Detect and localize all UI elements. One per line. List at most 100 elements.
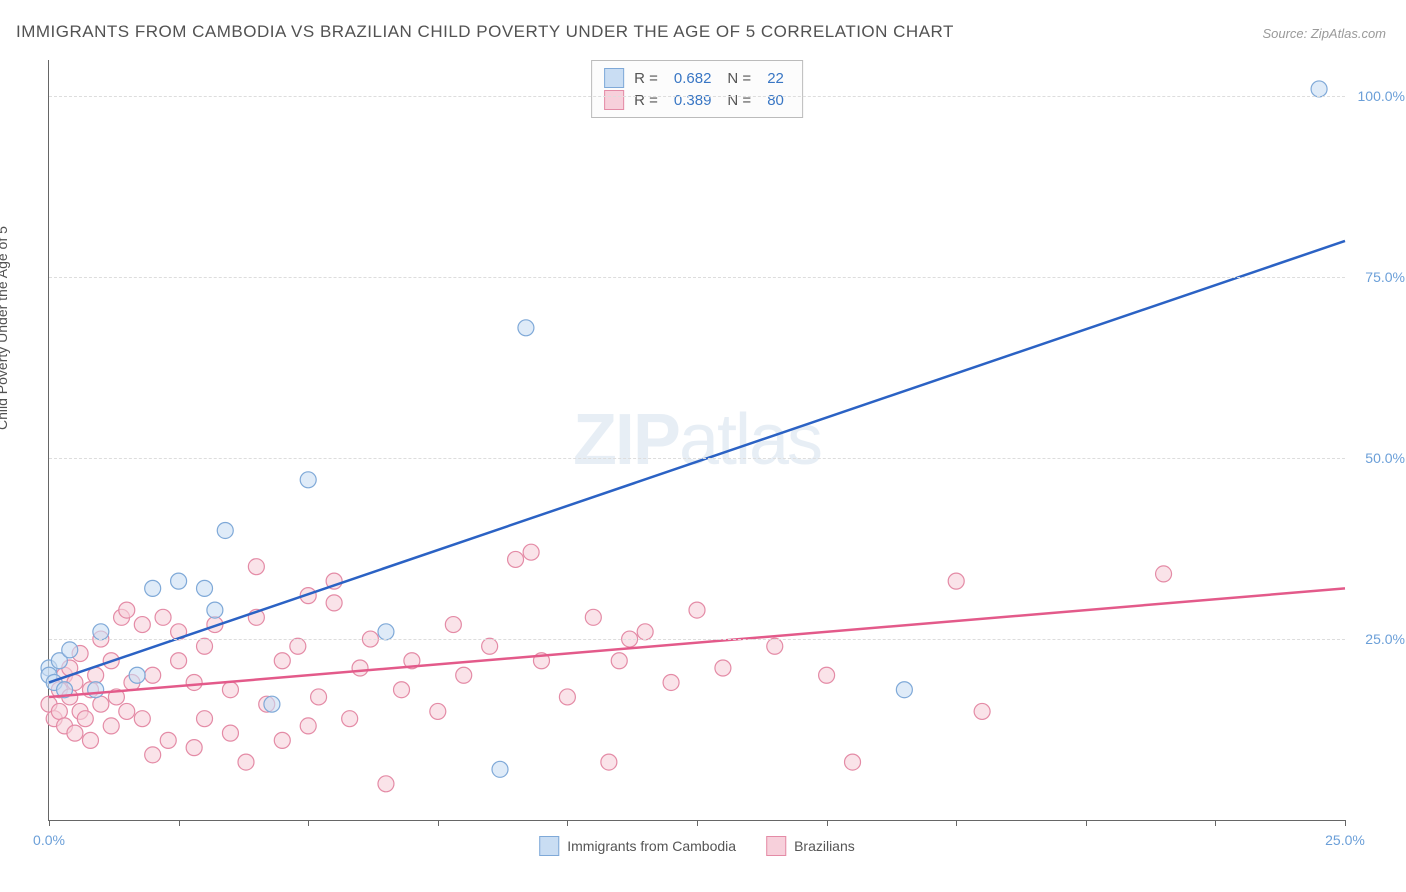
- source-attribution: Source: ZipAtlas.com: [1262, 26, 1386, 41]
- scatter-point: [1156, 566, 1172, 582]
- scatter-point: [197, 580, 213, 596]
- y-axis-label: Child Poverty Under the Age of 5: [0, 226, 10, 430]
- n-label-1: N =: [727, 70, 751, 87]
- gridline: [49, 639, 1345, 640]
- scatter-point: [145, 747, 161, 763]
- gridline: [49, 458, 1345, 459]
- n-label-2: N =: [727, 92, 751, 109]
- scatter-point: [601, 754, 617, 770]
- scatter-point: [119, 602, 135, 618]
- xtick: [1345, 820, 1346, 826]
- scatter-point: [394, 682, 410, 698]
- legend-item-1: Immigrants from Cambodia: [539, 836, 736, 856]
- scatter-point: [222, 725, 238, 741]
- scatter-point: [342, 711, 358, 727]
- scatter-point: [77, 711, 93, 727]
- ytick-label: 100.0%: [1358, 88, 1405, 104]
- scatter-point: [160, 732, 176, 748]
- scatter-point: [300, 472, 316, 488]
- scatter-point: [62, 642, 78, 658]
- scatter-point: [217, 522, 233, 538]
- scatter-point: [974, 703, 990, 719]
- scatter-point: [523, 544, 539, 560]
- gridline: [49, 96, 1345, 97]
- ytick-label: 50.0%: [1365, 450, 1405, 466]
- ytick-label: 75.0%: [1365, 269, 1405, 285]
- scatter-point: [248, 559, 264, 575]
- r-value-1: 0.682: [674, 70, 712, 87]
- scatter-point: [492, 761, 508, 777]
- scatter-point: [767, 638, 783, 654]
- xtick: [1215, 820, 1216, 826]
- scatter-point: [119, 703, 135, 719]
- correlation-legend-box: R = 0.682 N = 22 R = 0.389 N = 80: [591, 60, 803, 118]
- scatter-point: [145, 667, 161, 683]
- scatter-point: [171, 653, 187, 669]
- n-value-2: 80: [767, 92, 784, 109]
- scatter-point: [352, 660, 368, 676]
- scatter-point: [82, 732, 98, 748]
- correlation-row-2: R = 0.389 N = 80: [604, 89, 790, 111]
- scatter-point: [222, 682, 238, 698]
- r-label-1: R =: [634, 70, 658, 87]
- scatter-point: [186, 740, 202, 756]
- xtick: [697, 820, 698, 826]
- legend-item-2: Brazilians: [766, 836, 855, 856]
- scatter-point: [67, 725, 83, 741]
- scatter-point: [51, 703, 67, 719]
- scatter-point: [134, 711, 150, 727]
- scatter-point: [896, 682, 912, 698]
- scatter-point: [300, 718, 316, 734]
- scatter-point: [508, 551, 524, 567]
- correlation-row-1: R = 0.682 N = 22: [604, 67, 790, 89]
- xtick: [567, 820, 568, 826]
- scatter-point: [445, 617, 461, 633]
- scatter-point: [482, 638, 498, 654]
- scatter-point: [93, 624, 109, 640]
- scatter-point: [88, 682, 104, 698]
- scatter-point: [1311, 81, 1327, 97]
- scatter-point: [129, 667, 145, 683]
- legend-label-1: Immigrants from Cambodia: [567, 838, 736, 854]
- scatter-point: [585, 609, 601, 625]
- scatter-point: [197, 638, 213, 654]
- scatter-point: [430, 703, 446, 719]
- scatter-point: [155, 609, 171, 625]
- legend-bottom: Immigrants from Cambodia Brazilians: [539, 836, 855, 856]
- scatter-point: [611, 653, 627, 669]
- r-value-2: 0.389: [674, 92, 712, 109]
- xtick: [1086, 820, 1087, 826]
- xtick-label: 0.0%: [33, 832, 65, 848]
- scatter-point: [845, 754, 861, 770]
- legend-label-2: Brazilians: [794, 838, 855, 854]
- swatch-series1: [604, 68, 624, 88]
- scatter-point: [689, 602, 705, 618]
- scatter-point: [103, 718, 119, 734]
- scatter-point: [326, 595, 342, 611]
- xtick: [438, 820, 439, 826]
- chart-container: IMMIGRANTS FROM CAMBODIA VS BRAZILIAN CH…: [0, 0, 1406, 892]
- scatter-point: [311, 689, 327, 705]
- scatter-point: [134, 617, 150, 633]
- chart-title: IMMIGRANTS FROM CAMBODIA VS BRAZILIAN CH…: [16, 22, 954, 42]
- scatter-point: [715, 660, 731, 676]
- plot-svg: [49, 60, 1345, 820]
- scatter-point: [145, 580, 161, 596]
- scatter-point: [456, 667, 472, 683]
- gridline: [49, 277, 1345, 278]
- scatter-point: [274, 732, 290, 748]
- xtick: [827, 820, 828, 826]
- scatter-point: [171, 573, 187, 589]
- xtick-label: 25.0%: [1325, 832, 1365, 848]
- scatter-point: [378, 624, 394, 640]
- legend-swatch-1: [539, 836, 559, 856]
- scatter-point: [378, 776, 394, 792]
- r-label-2: R =: [634, 92, 658, 109]
- scatter-point: [637, 624, 653, 640]
- scatter-point: [264, 696, 280, 712]
- scatter-point: [238, 754, 254, 770]
- scatter-point: [559, 689, 575, 705]
- scatter-point: [819, 667, 835, 683]
- plot-area: ZIPatlas R = 0.682 N = 22 R = 0.389 N = …: [48, 60, 1345, 821]
- n-value-1: 22: [767, 70, 784, 87]
